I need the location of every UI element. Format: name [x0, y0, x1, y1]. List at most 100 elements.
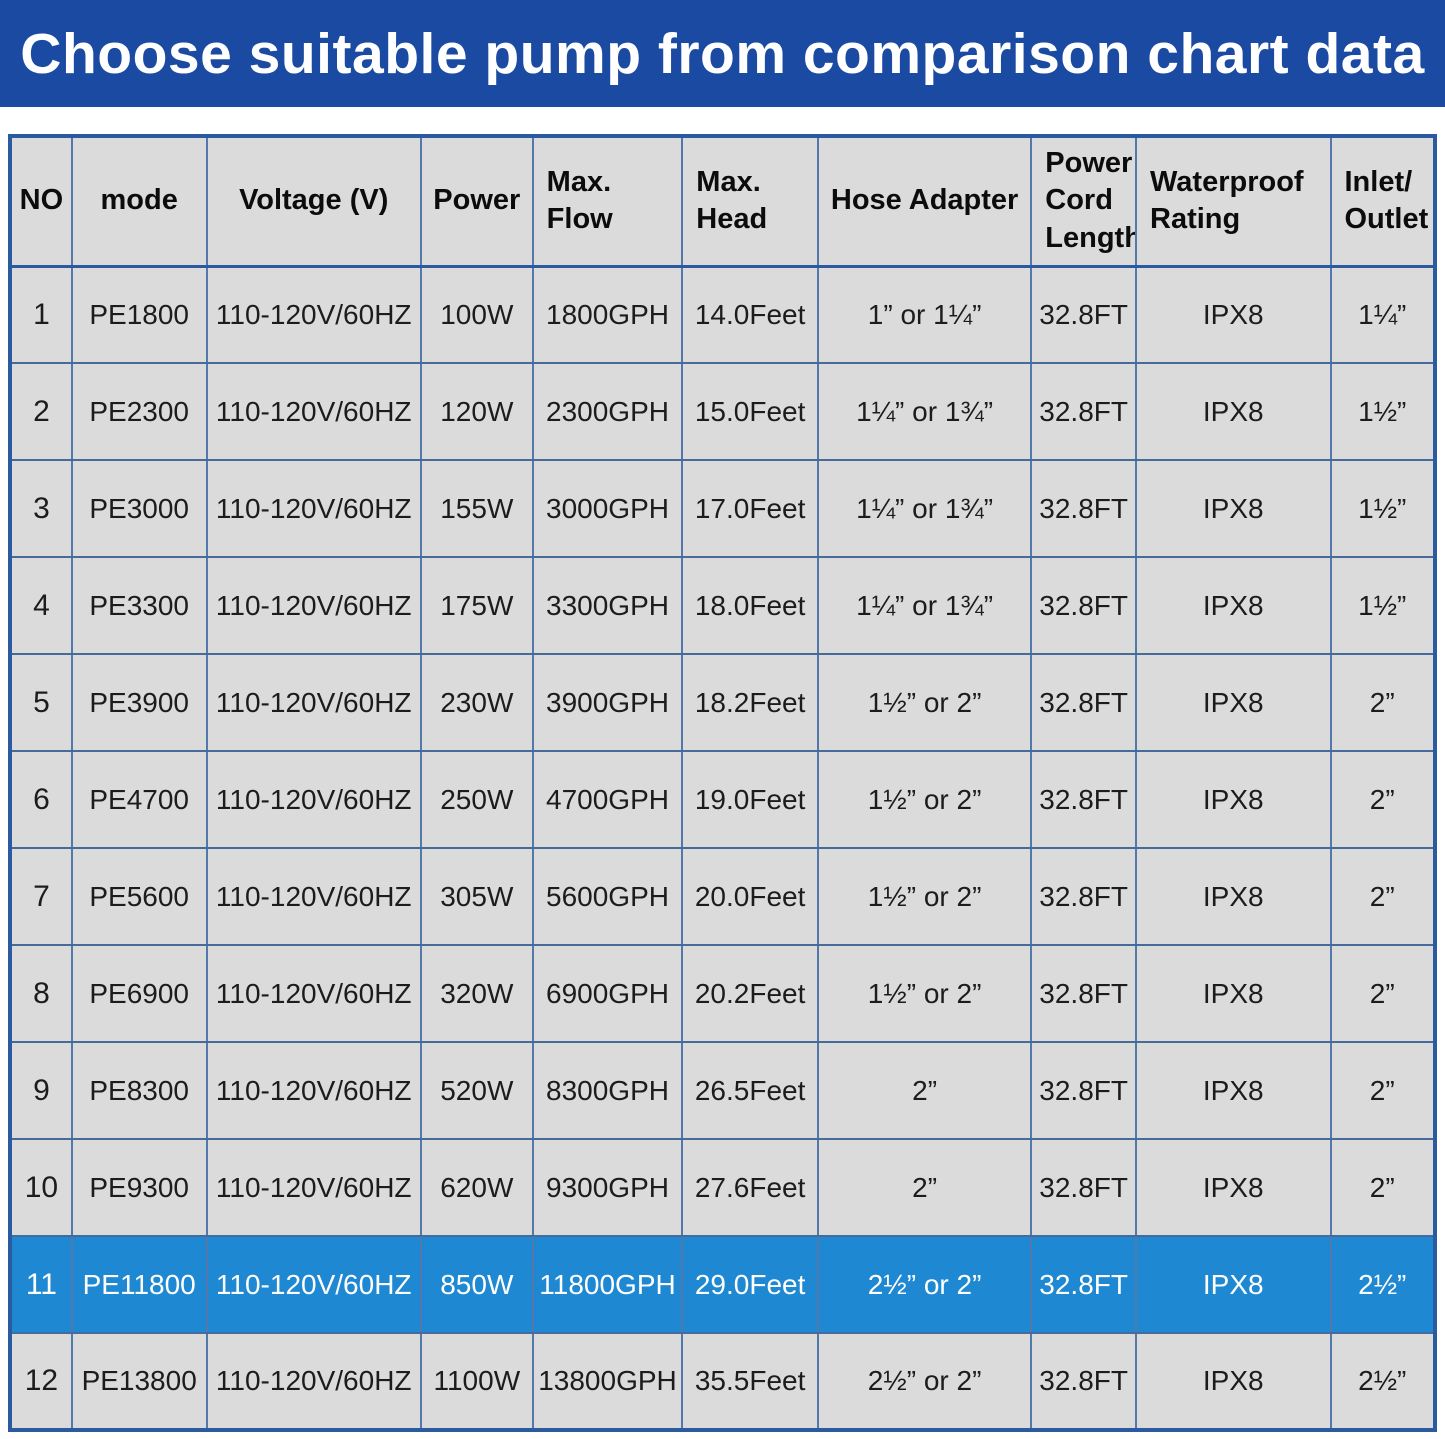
cell-max-head: 20.2Feet — [681, 944, 819, 1043]
cell-cord-length: 32.8FT — [1030, 556, 1137, 655]
cell-hose-adapter: 2” — [816, 1138, 1033, 1237]
cell-mode: PE8300 — [70, 1041, 208, 1140]
cell-voltage: 110-120V/60HZ — [205, 1041, 422, 1140]
cell-power: 620W — [419, 1138, 534, 1237]
cell-voltage: 110-120V/60HZ — [205, 556, 422, 655]
cell-max-head: 26.5Feet — [681, 1041, 819, 1140]
cell-waterproof: IPX8 — [1135, 362, 1332, 461]
cell-max-flow: 13800GPH — [531, 1332, 684, 1431]
cell-inlet-outlet: 1¼” — [1329, 265, 1436, 364]
title-banner: Choose suitable pump from comparison cha… — [0, 0, 1445, 107]
table-row: 6 PE4700 110-120V/60HZ 250W 4700GPH 19.0… — [9, 750, 1436, 849]
cell-voltage: 110-120V/60HZ — [205, 459, 422, 558]
cell-max-head: 20.0Feet — [681, 847, 819, 946]
table-row: 4 PE3300 110-120V/60HZ 175W 3300GPH 18.0… — [9, 556, 1436, 655]
table-row-highlighted: 11 PE11800 110-120V/60HZ 850W 11800GPH 2… — [9, 1235, 1436, 1334]
cell-inlet-outlet: 2” — [1329, 847, 1436, 946]
cell-mode: PE2300 — [70, 362, 208, 461]
cell-max-head: 15.0Feet — [681, 362, 819, 461]
cell-power: 155W — [419, 459, 534, 558]
cell-inlet-outlet: 2” — [1329, 1138, 1436, 1237]
cell-cord-length: 32.8FT — [1030, 1332, 1137, 1431]
comparison-table-container: NO mode Voltage (V) Power Max. Flow Max.… — [8, 134, 1437, 1432]
col-header-inlet-outlet: Inlet/ Outlet — [1329, 135, 1436, 268]
cell-cord-length: 32.8FT — [1030, 847, 1137, 946]
cell-mode: PE3300 — [70, 556, 208, 655]
col-header-hose-adapter: Hose Adapter — [816, 135, 1033, 268]
cell-hose-adapter: 2½” or 2” — [816, 1235, 1033, 1334]
cell-mode: PE9300 — [70, 1138, 208, 1237]
cell-hose-adapter: 1¼” or 1¾” — [816, 362, 1033, 461]
cell-power: 320W — [419, 944, 534, 1043]
cell-max-flow: 3000GPH — [531, 459, 684, 558]
cell-mode: PE3000 — [70, 459, 208, 558]
cell-max-flow: 3900GPH — [531, 653, 684, 752]
cell-inlet-outlet: 2” — [1329, 750, 1436, 849]
cell-no: 8 — [9, 944, 73, 1043]
cell-power: 250W — [419, 750, 534, 849]
cell-no: 10 — [9, 1138, 73, 1237]
cell-max-head: 29.0Feet — [681, 1235, 819, 1334]
cell-mode: PE3900 — [70, 653, 208, 752]
cell-mode: PE1800 — [70, 265, 208, 364]
cell-no: 7 — [9, 847, 73, 946]
table-row: 9 PE8300 110-120V/60HZ 520W 8300GPH 26.5… — [9, 1041, 1436, 1140]
cell-no: 11 — [9, 1235, 73, 1334]
cell-hose-adapter: 1¼” or 1¾” — [816, 556, 1033, 655]
cell-power: 100W — [419, 265, 534, 364]
cell-cord-length: 32.8FT — [1030, 459, 1137, 558]
cell-cord-length: 32.8FT — [1030, 1041, 1137, 1140]
cell-voltage: 110-120V/60HZ — [205, 653, 422, 752]
cell-waterproof: IPX8 — [1135, 459, 1332, 558]
cell-voltage: 110-120V/60HZ — [205, 362, 422, 461]
table-row: 10 PE9300 110-120V/60HZ 620W 9300GPH 27.… — [9, 1138, 1436, 1237]
table-row: 1 PE1800 110-120V/60HZ 100W 1800GPH 14.0… — [9, 265, 1436, 364]
col-header-max-head: Max. Head — [681, 135, 819, 268]
col-header-no: NO — [9, 135, 73, 268]
cell-waterproof: IPX8 — [1135, 265, 1332, 364]
cell-hose-adapter: 1½” or 2” — [816, 944, 1033, 1043]
cell-inlet-outlet: 1½” — [1329, 362, 1436, 461]
cell-voltage: 110-120V/60HZ — [205, 1138, 422, 1237]
cell-inlet-outlet: 2½” — [1329, 1332, 1436, 1431]
cell-cord-length: 32.8FT — [1030, 1235, 1137, 1334]
pump-comparison-table: NO mode Voltage (V) Power Max. Flow Max.… — [8, 134, 1437, 1432]
cell-power: 520W — [419, 1041, 534, 1140]
cell-inlet-outlet: 2” — [1329, 944, 1436, 1043]
col-header-mode: mode — [70, 135, 208, 268]
cell-waterproof: IPX8 — [1135, 1041, 1332, 1140]
cell-hose-adapter: 1½” or 2” — [816, 847, 1033, 946]
cell-max-head: 19.0Feet — [681, 750, 819, 849]
cell-inlet-outlet: 1½” — [1329, 556, 1436, 655]
cell-max-head: 18.2Feet — [681, 653, 819, 752]
cell-hose-adapter: 2½” or 2” — [816, 1332, 1033, 1431]
cell-waterproof: IPX8 — [1135, 1138, 1332, 1237]
cell-max-head: 17.0Feet — [681, 459, 819, 558]
cell-no: 12 — [9, 1332, 73, 1431]
cell-max-flow: 11800GPH — [531, 1235, 684, 1334]
cell-waterproof: IPX8 — [1135, 750, 1332, 849]
cell-mode: PE13800 — [70, 1332, 208, 1431]
cell-mode: PE6900 — [70, 944, 208, 1043]
cell-inlet-outlet: 2” — [1329, 653, 1436, 752]
cell-max-flow: 6900GPH — [531, 944, 684, 1043]
cell-inlet-outlet: 2” — [1329, 1041, 1436, 1140]
col-header-cord-length: Power Cord Length — [1030, 135, 1137, 268]
table-row: 3 PE3000 110-120V/60HZ 155W 3000GPH 17.0… — [9, 459, 1436, 558]
cell-voltage: 110-120V/60HZ — [205, 750, 422, 849]
cell-hose-adapter: 1½” or 2” — [816, 750, 1033, 849]
cell-waterproof: IPX8 — [1135, 944, 1332, 1043]
col-header-power: Power — [419, 135, 534, 268]
cell-max-head: 35.5Feet — [681, 1332, 819, 1431]
cell-max-flow: 1800GPH — [531, 265, 684, 364]
cell-voltage: 110-120V/60HZ — [205, 1332, 422, 1431]
cell-cord-length: 32.8FT — [1030, 944, 1137, 1043]
cell-cord-length: 32.8FT — [1030, 653, 1137, 752]
cell-voltage: 110-120V/60HZ — [205, 265, 422, 364]
page-title: Choose suitable pump from comparison cha… — [20, 21, 1425, 86]
cell-waterproof: IPX8 — [1135, 653, 1332, 752]
cell-max-flow: 5600GPH — [531, 847, 684, 946]
col-header-max-flow: Max. Flow — [531, 135, 684, 268]
cell-voltage: 110-120V/60HZ — [205, 944, 422, 1043]
